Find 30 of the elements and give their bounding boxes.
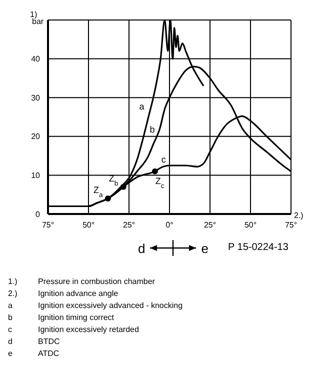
series-label: a bbox=[139, 102, 144, 112]
x-tick-label: 75° bbox=[42, 220, 54, 230]
x-axis-title: 2.) bbox=[294, 211, 304, 220]
text: a Ignition excessively advanced - knocking bbox=[8, 301, 183, 310]
x-tick-label: 75° bbox=[284, 220, 298, 230]
x-tick-label: 0° bbox=[166, 220, 174, 230]
x-tick-label: 50° bbox=[82, 220, 95, 230]
annotation: Z$_{b}$ bbox=[108, 173, 118, 187]
y-axis-title: 1) bar bbox=[30, 10, 44, 26]
text: d BTDC bbox=[8, 337, 60, 346]
y-tick-label: 40 bbox=[31, 54, 41, 64]
text: 1.) Pressure in combustion chamber bbox=[8, 277, 155, 286]
text: e ATDC bbox=[8, 349, 60, 358]
text: 2.) Ignition advance angle bbox=[8, 289, 118, 298]
series-label: c bbox=[161, 154, 166, 164]
y-tick-label: 20 bbox=[31, 132, 41, 142]
y-tick-label: 30 bbox=[31, 93, 41, 102]
annotation: Z$_{c}$ bbox=[155, 176, 165, 190]
text: P 15-0224-13 bbox=[228, 242, 288, 253]
y-tick-label: 10 bbox=[31, 171, 41, 180]
text: c Ignition excessively retarded bbox=[8, 325, 139, 334]
x-tick-label: 25° bbox=[204, 220, 216, 230]
series-label: b bbox=[150, 124, 155, 135]
text: e bbox=[201, 240, 208, 256]
x-tick-label: 25° bbox=[122, 220, 136, 230]
text: b Ignition timing correct bbox=[8, 313, 114, 322]
x-tick-label: 50° bbox=[244, 220, 257, 230]
annotation: Z$_{a}$ bbox=[93, 184, 103, 198]
y-tick-label: 0 bbox=[36, 210, 41, 219]
text: d bbox=[138, 240, 146, 256]
